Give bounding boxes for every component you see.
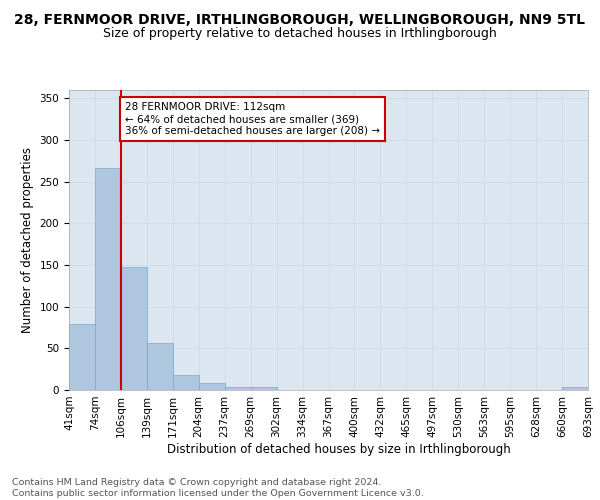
Bar xyxy=(225,386,251,390)
Text: 28 FERNMOOR DRIVE: 112sqm
← 64% of detached houses are smaller (369)
36% of semi: 28 FERNMOOR DRIVE: 112sqm ← 64% of detac… xyxy=(125,102,380,136)
Bar xyxy=(562,386,588,390)
Bar xyxy=(251,386,277,390)
Bar xyxy=(173,375,199,390)
Text: Size of property relative to detached houses in Irthlingborough: Size of property relative to detached ho… xyxy=(103,28,497,40)
Bar xyxy=(147,342,173,390)
Bar xyxy=(199,382,224,390)
Y-axis label: Number of detached properties: Number of detached properties xyxy=(21,147,34,333)
Bar xyxy=(69,324,95,390)
Bar xyxy=(95,168,121,390)
Text: Distribution of detached houses by size in Irthlingborough: Distribution of detached houses by size … xyxy=(167,442,511,456)
Bar xyxy=(121,266,147,390)
Text: Contains HM Land Registry data © Crown copyright and database right 2024.
Contai: Contains HM Land Registry data © Crown c… xyxy=(12,478,424,498)
Text: 28, FERNMOOR DRIVE, IRTHLINGBOROUGH, WELLINGBOROUGH, NN9 5TL: 28, FERNMOOR DRIVE, IRTHLINGBOROUGH, WEL… xyxy=(14,12,586,26)
